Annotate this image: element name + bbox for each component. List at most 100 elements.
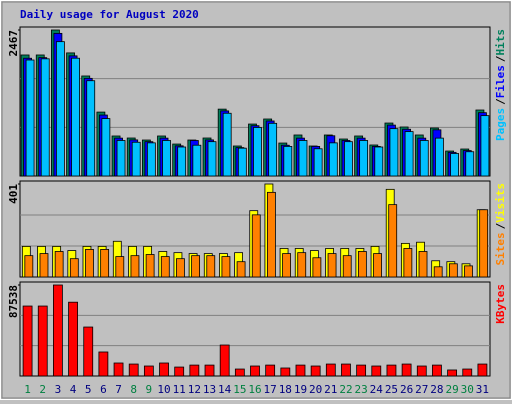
bar (128, 363, 139, 377)
bar (265, 364, 276, 377)
x-tick-label: 22 (339, 383, 352, 396)
bar (192, 144, 202, 177)
bar (282, 253, 291, 278)
x-tick-label: 1 (24, 383, 31, 396)
bar (403, 248, 413, 278)
bar (162, 140, 171, 177)
bar (113, 362, 124, 377)
bar (25, 59, 35, 177)
bar (85, 249, 94, 278)
bar (68, 301, 78, 377)
bar (356, 364, 367, 377)
y-tick-label: 401 (7, 184, 20, 204)
x-tick-label: 8 (130, 383, 137, 396)
bar (344, 141, 353, 177)
bar (204, 364, 215, 377)
bar (450, 153, 459, 177)
y-tick-label: 87538 (7, 285, 20, 318)
x-tick-label: 12 (188, 383, 201, 396)
bar (160, 256, 170, 278)
bar (419, 140, 429, 177)
bar (342, 255, 352, 278)
bar (37, 305, 48, 377)
bar (373, 253, 382, 278)
bar (237, 147, 247, 177)
bar (22, 305, 33, 377)
bar (56, 41, 65, 177)
bar (297, 252, 307, 278)
bar (174, 366, 185, 377)
x-tick-label: 4 (70, 383, 77, 396)
bar (145, 254, 155, 278)
bar (435, 137, 444, 177)
bar (298, 140, 308, 177)
x-tick-label: 11 (173, 383, 186, 396)
x-tick-label: 5 (85, 383, 92, 396)
legend-separator: / (494, 98, 507, 105)
bar (374, 146, 384, 177)
x-tick-label: 16 (248, 383, 261, 396)
bar (222, 112, 232, 177)
x-tick-label: 26 (400, 383, 413, 396)
bar (386, 364, 397, 377)
bar (280, 367, 291, 377)
bar (327, 253, 337, 278)
bar (312, 257, 322, 278)
bar (83, 326, 94, 377)
bar (479, 209, 489, 278)
bar (416, 365, 427, 377)
bar (24, 255, 34, 278)
bar (401, 363, 412, 377)
bar (40, 58, 50, 177)
bar (221, 256, 231, 278)
bar (448, 263, 458, 278)
x-tick-label: 21 (324, 383, 337, 396)
bar (325, 363, 336, 377)
bar (341, 363, 351, 377)
y-tick-label: 2467 (7, 30, 20, 57)
bar (86, 80, 96, 177)
bar (433, 266, 443, 278)
bar (357, 251, 367, 278)
bar (359, 140, 369, 177)
bar (98, 351, 109, 377)
x-tick-label: 3 (55, 383, 62, 396)
bar (465, 151, 475, 177)
x-tick-label: 23 (355, 383, 368, 396)
bar (53, 284, 63, 377)
x-tick-label: 2 (39, 383, 46, 396)
bar (462, 368, 473, 377)
bar (236, 261, 246, 278)
bar (39, 253, 49, 278)
legend-entry: Files (494, 65, 507, 98)
bar (206, 255, 216, 278)
bar (313, 148, 323, 177)
bar (250, 365, 260, 377)
x-tick-label: 6 (100, 383, 107, 396)
bar (177, 146, 187, 177)
bar (116, 140, 126, 177)
bar (131, 141, 141, 177)
x-tick-label: 25 (385, 383, 398, 396)
x-tick-label: 10 (157, 383, 170, 396)
bar (389, 128, 399, 177)
x-tick-label: 19 (294, 383, 307, 396)
bar (404, 131, 414, 177)
bar (310, 365, 321, 377)
bar (267, 191, 276, 278)
bar (191, 255, 201, 278)
bar (219, 344, 230, 377)
bar (251, 214, 261, 278)
bar (268, 122, 278, 177)
bar (176, 258, 185, 278)
x-tick-label: 14 (218, 383, 232, 396)
bar (464, 265, 473, 278)
x-tick-label: 9 (146, 383, 153, 396)
bar (234, 368, 245, 377)
bar (146, 142, 156, 177)
bar (283, 146, 293, 177)
bar (253, 127, 262, 177)
legend: Sites /Visits (494, 183, 507, 266)
